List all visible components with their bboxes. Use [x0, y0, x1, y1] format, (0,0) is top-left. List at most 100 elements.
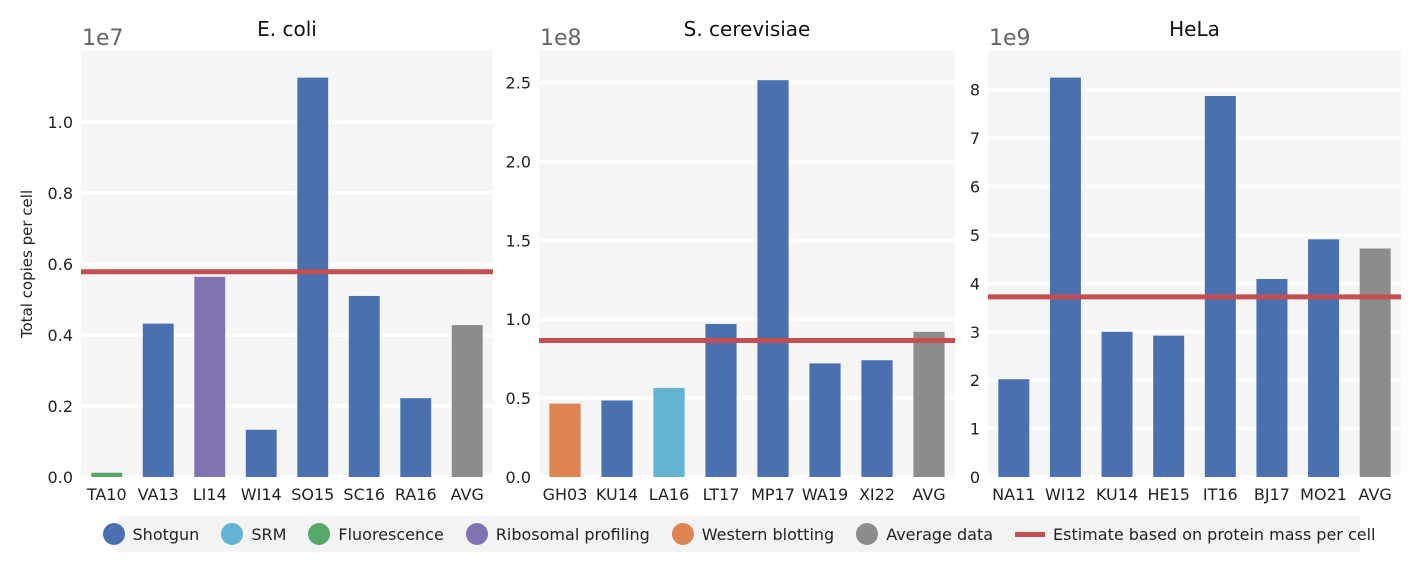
bar-gh03	[549, 403, 581, 477]
legend-label: Average data	[886, 524, 994, 544]
y-tick-label: 0.8	[48, 184, 73, 203]
x-tick-label: LA16	[649, 485, 690, 504]
bar-va13	[142, 323, 174, 477]
bar-so15	[297, 77, 329, 477]
x-tick-label: HE15	[1147, 485, 1190, 504]
chart-title: HeLa	[1169, 17, 1220, 41]
legend-label: Estimate based on protein mass per cell	[1053, 524, 1376, 544]
legend-label: Fluorescence	[338, 524, 444, 544]
bar-li14	[194, 276, 226, 477]
legend-line-swatch	[1015, 531, 1046, 537]
legend-dot-swatch	[856, 523, 879, 545]
y-axis-label: Total copies per cell	[18, 190, 36, 339]
legend-label: Western blotting	[701, 524, 835, 544]
x-tick-label: WI12	[1045, 485, 1086, 504]
y-tick-label: 2	[970, 371, 980, 390]
y-tick-label: 1.5	[506, 231, 531, 250]
legend-item-average-data: Average data	[856, 523, 993, 545]
x-tick-label: VA13	[138, 485, 179, 504]
y-tick-label: 6	[970, 178, 980, 197]
bar-sc16	[348, 295, 380, 477]
x-tick-label: MP17	[751, 485, 795, 504]
x-tick-label: WI14	[241, 485, 282, 504]
x-tick-label: WA19	[802, 485, 848, 504]
y-tick-label: 5	[970, 226, 980, 245]
y-tick-label: 1.0	[506, 310, 531, 329]
legend-item-srm: SRM	[221, 523, 286, 545]
x-tick-label: TA10	[86, 485, 127, 504]
legend-item-shotgun: Shotgun	[102, 523, 200, 545]
x-tick-label: KU14	[1096, 485, 1138, 504]
legend-label: Shotgun	[132, 524, 200, 544]
bar-he15	[1153, 335, 1185, 477]
bar-it16	[1204, 96, 1236, 478]
y-tick-label: 4	[970, 274, 980, 293]
bar-mp17	[757, 80, 789, 477]
y-tick-label: 0.6	[48, 255, 73, 274]
y-tick-label: 2.5	[506, 74, 531, 93]
y-tick-label: 0	[970, 468, 980, 487]
y-tick-label: 0.0	[48, 468, 73, 487]
legend-label: SRM	[251, 524, 287, 544]
y-tick-label: 7	[970, 129, 980, 148]
bar-wi14	[245, 429, 277, 477]
x-tick-label: XI22	[859, 485, 895, 504]
x-tick-label: KU14	[596, 485, 638, 504]
y-tick-label: 1.0	[48, 113, 73, 132]
chart-panel-3: 0 1 2 3 4 5 6 7 8 NA11 WI12 KU14 HE15 IT16 BJ17 MO21 AVG…	[970, 17, 1401, 504]
bar-ra16	[400, 398, 432, 477]
legend-item-fluorescence: Fluorescence	[308, 523, 444, 545]
legend-dot-swatch	[221, 523, 244, 545]
y-tick-label: 3	[970, 323, 980, 342]
bar-bj17	[1256, 279, 1288, 477]
x-tick-label: AVG	[451, 485, 484, 504]
y-tick-label: 0.4	[48, 326, 73, 345]
chart-title: S. cerevisiae	[684, 17, 811, 41]
legend-dot-swatch	[671, 523, 694, 545]
legend-label: Ribosomal profiling	[495, 524, 650, 544]
legend: Shotgun SRM Fluorescence Ribosomal profilin…	[102, 516, 1375, 552]
x-tick-label: GH03	[543, 485, 588, 504]
legend-dot-swatch	[308, 523, 331, 545]
bar-avg	[913, 331, 945, 477]
x-tick-label: SC16	[343, 485, 385, 504]
x-tick-label: AVG	[912, 485, 945, 504]
chart-title: E. coli	[257, 17, 317, 41]
bar-wi12	[1049, 77, 1081, 477]
y-tick-label: 2.0	[506, 152, 531, 171]
y-tick-label: 0.5	[506, 389, 531, 408]
y-tick-label: 1	[970, 420, 980, 439]
x-tick-label: IT16	[1203, 485, 1238, 504]
y-tick-label: 8	[970, 81, 980, 100]
legend-item-western-blotting: Western blotting	[671, 523, 835, 545]
legend-item-ribosomal-profiling: Ribosomal profiling	[465, 523, 650, 545]
legend-dot-swatch	[465, 523, 488, 545]
legend-item-estimate-based-on-protein-mass-per-cell: Estimate based on protein mass per cell	[1015, 525, 1375, 544]
x-tick-label: LI14	[193, 485, 227, 504]
bar-ku14	[1101, 331, 1133, 477]
x-tick-label: NA11	[992, 485, 1035, 504]
x-tick-label: BJ17	[1254, 485, 1290, 504]
chart-panel-1: 0.0 0.2 0.4 0.6 0.8 1.0 TA10 VA13 LI14 WI14 SO15 SC…	[18, 17, 493, 504]
scale-offset-label: 1e9	[989, 26, 1031, 51]
bar-ta10	[91, 472, 123, 477]
x-tick-label: MO21	[1300, 485, 1347, 504]
x-tick-label: RA16	[395, 485, 437, 504]
bar-na11	[998, 379, 1030, 477]
legend-dot-swatch	[102, 523, 125, 545]
scale-offset-label: 1e8	[540, 26, 582, 51]
x-tick-label: AVG	[1359, 485, 1392, 504]
scale-offset-label: 1e7	[82, 26, 124, 51]
y-tick-label: 0.0	[506, 468, 531, 487]
bar-xi22	[861, 360, 893, 477]
x-tick-label: SO15	[291, 485, 334, 504]
bar-lt17	[705, 323, 737, 477]
bar-avg	[451, 325, 483, 477]
bar-wa19	[809, 363, 841, 477]
y-tick-label: 0.2	[48, 397, 73, 416]
bar-mo21	[1308, 239, 1340, 477]
bar-la16	[653, 387, 685, 477]
x-tick-label: LT17	[703, 485, 740, 504]
bar-avg	[1359, 248, 1391, 477]
